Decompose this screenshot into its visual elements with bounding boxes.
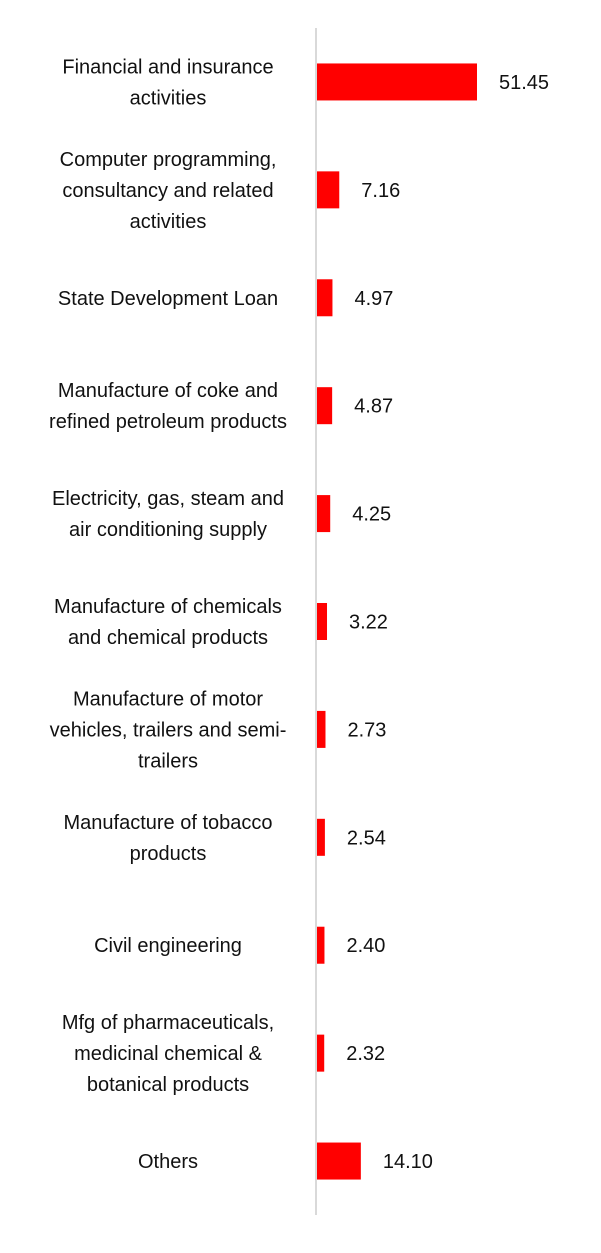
bar-3: [317, 387, 333, 425]
category-label-6-line-0: Manufacture of motor: [73, 688, 263, 710]
category-label-4-line-1: air conditioning supply: [69, 519, 267, 541]
category-label-10-line-0: Others: [138, 1151, 198, 1173]
category-labels-group: Financial and insurance activitiesCompute…: [49, 56, 287, 1173]
category-label-0-line-0: Financial and insurance: [62, 56, 273, 78]
value-label-2: 4.97: [354, 288, 393, 310]
category-label-7: Manufacture of tobacco products: [63, 812, 272, 865]
bar-2: [317, 279, 333, 317]
value-label-4: 4.25: [352, 504, 391, 526]
bar-1: [317, 171, 340, 209]
category-label-10: Others: [138, 1151, 198, 1173]
bar-4: [317, 495, 331, 533]
category-label-9-line-0: Mfg of pharmaceuticals,: [62, 1012, 274, 1034]
bar-0: [317, 63, 477, 101]
category-label-8-line-0: Civil engineering: [94, 935, 242, 957]
bar-6: [317, 710, 326, 748]
bars-group: [317, 63, 477, 1180]
category-label-3-line-1: refined petroleum products: [49, 411, 287, 433]
category-label-2-line-0: State Development Loan: [58, 288, 278, 310]
value-label-9: 2.32: [346, 1043, 385, 1065]
bar-10: [317, 1142, 361, 1180]
value-label-3: 4.87: [354, 396, 393, 418]
bar-5: [317, 603, 328, 640]
category-label-1-line-0: Computer programming,: [60, 149, 277, 171]
category-label-5-line-0: Manufacture of chemicals: [54, 596, 282, 618]
value-label-6: 2.73: [347, 719, 386, 741]
value-label-7: 2.54: [347, 827, 386, 849]
category-label-9-line-2: botanical products: [87, 1074, 249, 1096]
bar-9: [317, 1034, 325, 1072]
category-label-5: Manufacture of chemicals and chemical pro…: [54, 596, 282, 649]
category-label-1-line-2: activities: [130, 211, 207, 233]
category-label-6-line-2: trailers: [138, 750, 198, 772]
value-labels-group: 51.45 7.16 4.97 4.87 4.25 3.22 2.73 2.54 2.40 2.3…: [346, 72, 549, 1173]
bar-7: [317, 818, 325, 856]
value-label-10: 14.10: [383, 1151, 433, 1173]
category-label-1: Computer programming, consultancy and rel…: [60, 149, 277, 233]
category-label-3: Manufacture of coke and refined petroleum…: [49, 380, 287, 433]
category-label-1-line-1: consultancy and related: [62, 180, 273, 202]
category-label-8: Civil engineering: [94, 935, 242, 957]
bar-8: [317, 926, 325, 964]
category-label-9-line-1: medicinal chemical &: [74, 1043, 263, 1065]
value-label-8: 2.40: [346, 935, 385, 957]
category-label-0-line-1: activities: [130, 87, 207, 109]
value-label-1: 7.16: [361, 180, 400, 202]
value-label-5: 3.22: [349, 612, 388, 634]
category-label-2: State Development Loan: [58, 288, 278, 310]
category-label-4: Electricity, gas, steam and air condition…: [52, 488, 284, 541]
category-label-6-line-1: vehicles, trailers and semi-: [50, 719, 287, 741]
category-label-0: Financial and insurance activities: [62, 56, 273, 109]
category-label-5-line-1: and chemical products: [68, 627, 268, 649]
category-label-9: Mfg of pharmaceuticals, medicinal chemica…: [62, 1012, 274, 1096]
category-label-4-line-0: Electricity, gas, steam and: [52, 488, 284, 510]
value-label-0: 51.45: [499, 72, 549, 94]
category-label-7-line-0: Manufacture of tobacco: [63, 812, 272, 834]
category-label-7-line-1: products: [130, 843, 207, 865]
category-label-3-line-0: Manufacture of coke and: [58, 380, 278, 402]
category-label-6: Manufacture of motor vehicles, trailers a…: [50, 688, 287, 772]
